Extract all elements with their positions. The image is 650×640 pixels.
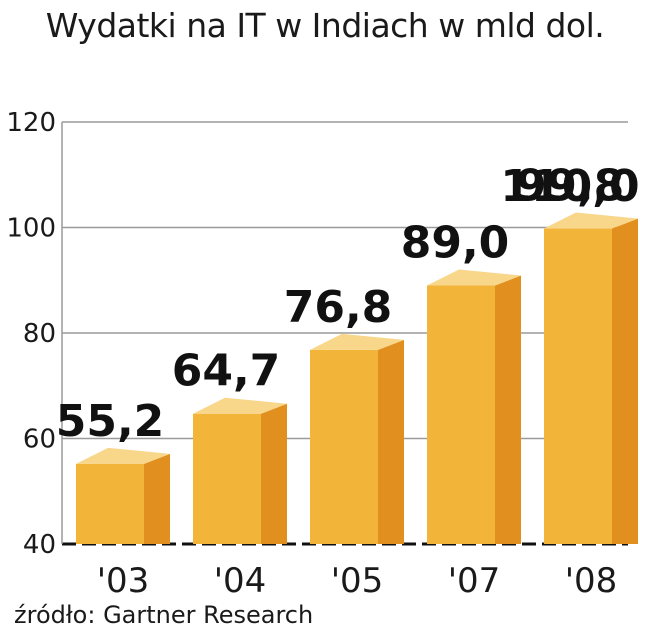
bar-2 [310,349,378,544]
bar-side-2 [378,339,404,544]
bar-side-4 [612,218,638,544]
bar-top-2 [310,333,404,350]
y-tick-label-100: 100 [6,214,56,244]
bar-4 [544,228,612,544]
x-tick-label-3: '07 [448,561,501,601]
y-tick-label-40: 40 [23,530,56,560]
bar-1 [193,413,261,544]
bar-top-0 [76,447,170,464]
bar-side-3 [495,275,521,544]
y-tick-label-80: 80 [23,319,56,349]
bar-top-1 [193,397,287,414]
data-label-2: 76,8 [284,282,393,333]
y-tick-label-120: 120 [6,108,56,138]
bar-side-1 [261,403,287,544]
x-tick-label-2: '05 [331,561,384,601]
y-tick-label-60: 60 [23,425,56,455]
bar-top-3 [427,269,521,286]
data-label-1: 64,7 [172,346,281,397]
bar-0 [76,463,144,544]
data-label-4: 99,8 [516,161,625,212]
source-note: źródło: Gartner Research [14,601,314,629]
x-tick-label-0: '03 [97,561,150,601]
x-tick-label-4: '08 [565,561,618,601]
x-tick-label-1: '04 [214,561,267,601]
data-label-0: 55,2 [56,396,165,447]
data-label-extra: 110,0 [500,161,639,212]
chart-title: Wydatki na IT w Indiach w mld dol. [45,6,605,45]
bar-side-0 [144,453,170,544]
data-label-3: 89,0 [401,218,510,269]
bar-3 [427,285,495,544]
bar-top-4 [544,212,638,229]
